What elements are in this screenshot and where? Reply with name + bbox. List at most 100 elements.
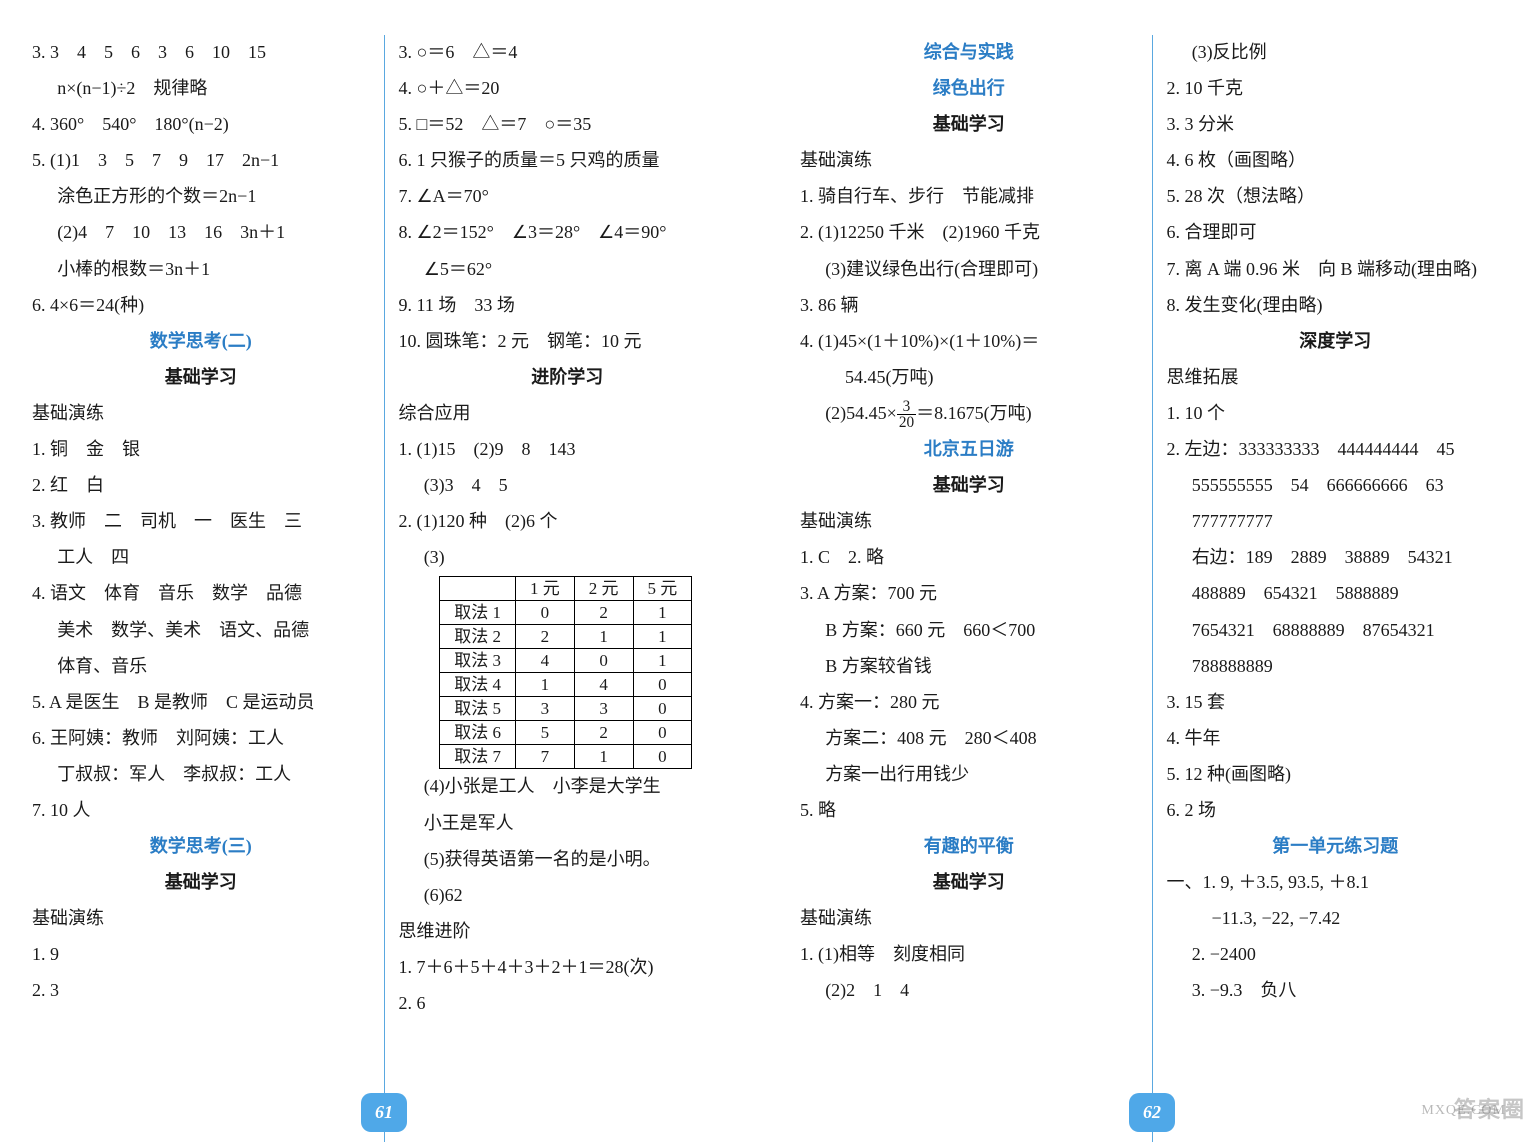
text-line: 4. 语文 体育 音乐 数学 品德	[32, 576, 370, 611]
table-row: 1 元 2 元 5 元	[440, 577, 692, 601]
text-span: (2)54.45×	[825, 403, 897, 423]
table-cell: 3	[574, 697, 633, 721]
text-line: 体育、音乐	[32, 649, 370, 684]
text-line: 4. (1)45×(1＋10%)×(1＋10%)＝	[800, 324, 1138, 359]
table-cell: 0	[633, 697, 692, 721]
table-cell: 5 元	[633, 577, 692, 601]
text-line: 5. 略	[800, 793, 1138, 828]
method-table: 1 元 2 元 5 元 取法 1021 取法 2211 取法 3401 取法 4…	[439, 576, 692, 769]
text-line: 方案二：408 元 280＜408	[800, 721, 1138, 756]
text-line: (4)小张是工人 小李是大学生	[399, 769, 737, 804]
column-divider	[384, 35, 385, 1142]
text-line: (3)3 4 5	[399, 468, 737, 503]
text-line: (2)4 7 10 13 16 3n＋1	[32, 215, 370, 250]
section-heading: 第一单元练习题	[1167, 829, 1505, 864]
table-cell: 取法 7	[440, 745, 516, 769]
section-heading: 绿色出行	[800, 71, 1138, 106]
text-line: 美术 数学、美术 语文、品德	[32, 613, 370, 648]
text-line: 54.45(万吨)	[800, 360, 1138, 395]
table-cell: 取法 4	[440, 673, 516, 697]
text-line: 1. 骑自行车、步行 节能减排	[800, 179, 1138, 214]
text-line: 2. 6	[399, 986, 737, 1021]
text-line: n×(n−1)÷2 规律略	[32, 71, 370, 106]
text-line: 2. (1)120 种 (2)6 个	[399, 504, 737, 539]
text-line: 8. ∠2＝152° ∠3＝28° ∠4＝90°	[399, 215, 737, 250]
text-line: 3. 教师 二 司机 一 医生 三	[32, 504, 370, 539]
text-line: (3)	[399, 540, 737, 575]
section-heading: 有趣的平衡	[800, 829, 1138, 864]
table-cell: 1	[516, 673, 575, 697]
subsection-heading: 基础演练	[800, 504, 1138, 539]
text-line: 2. 3	[32, 973, 370, 1008]
text-line: 右边：189 2889 38889 54321	[1167, 540, 1505, 575]
page-container: 3. 3 4 5 6 3 6 10 15 n×(n−1)÷2 规律略 4. 36…	[0, 0, 1536, 1142]
text-line: 1. 铜 金 银	[32, 432, 370, 467]
text-line: 10. 圆珠笔：2 元 钢笔：10 元	[399, 324, 737, 359]
section-heading: 数学思考(三)	[32, 829, 370, 864]
text-line: (3)反比例	[1167, 35, 1505, 70]
text-line: 488889 654321 5888889	[1167, 576, 1505, 611]
table-row: 取法 4140	[440, 673, 692, 697]
table-cell: 0	[633, 745, 692, 769]
table-cell: 4	[516, 649, 575, 673]
table-cell: 2	[516, 625, 575, 649]
text-line: 3. 3 4 5 6 3 6 10 15	[32, 35, 370, 70]
table-cell: 3	[516, 697, 575, 721]
subsection-heading: 深度学习	[1167, 324, 1505, 359]
text-line: (6)62	[399, 878, 737, 913]
page-number-right: 62	[1129, 1093, 1175, 1132]
text-line: 788888889	[1167, 649, 1505, 684]
subsection-heading: 基础学习	[800, 468, 1138, 503]
text-line: 5. □＝52 △＝7 ○＝35	[399, 107, 737, 142]
subsection-heading: 基础学习	[32, 865, 370, 900]
subsection-heading: 思维进阶	[399, 914, 737, 949]
subsection-heading: 基础学习	[800, 107, 1138, 142]
column-1: 3. 3 4 5 6 3 6 10 15 n×(n−1)÷2 规律略 4. 36…	[20, 35, 382, 1142]
text-line: (2)2 1 4	[800, 973, 1138, 1008]
text-line: 1. (1)相等 刻度相同	[800, 937, 1138, 972]
column-4: (3)反比例 2. 10 千克 3. 3 分米 4. 6 枚（画图略） 5. 2…	[1155, 35, 1517, 1142]
table-cell: 0	[633, 721, 692, 745]
text-line: 4. 牛年	[1167, 721, 1505, 756]
table-row: 取法 6520	[440, 721, 692, 745]
table-cell: 0	[516, 601, 575, 625]
subsection-heading: 基础演练	[800, 143, 1138, 178]
table-cell: 1	[633, 649, 692, 673]
table-row: 取法 5330	[440, 697, 692, 721]
section-heading: 综合与实践	[800, 35, 1138, 70]
text-line: 3. −9.3 负八	[1167, 973, 1505, 1008]
table-cell	[440, 577, 516, 601]
text-line: 2. 红 白	[32, 468, 370, 503]
text-line: ∠5＝62°	[399, 252, 737, 287]
table-cell: 取法 2	[440, 625, 516, 649]
text-line: 一、1. 9, ＋3.5, 93.5, ＋8.1	[1167, 865, 1505, 900]
text-line: B 方案：660 元 660＜700	[800, 613, 1138, 648]
table-cell: 取法 1	[440, 601, 516, 625]
text-line: 5. (1)1 3 5 7 9 17 2n−1	[32, 143, 370, 178]
table-row: 取法 7710	[440, 745, 692, 769]
table-cell: 取法 6	[440, 721, 516, 745]
subsection-heading: 基础学习	[800, 865, 1138, 900]
section-heading: 数学思考(二)	[32, 324, 370, 359]
text-line: 6. 2 场	[1167, 793, 1505, 828]
text-line: 7. 10 人	[32, 793, 370, 828]
table-cell: 7	[516, 745, 575, 769]
fraction: 320	[897, 399, 916, 431]
text-line: 小棒的根数＝3n＋1	[32, 252, 370, 287]
text-line: 5. 12 种(画图略)	[1167, 757, 1505, 792]
text-line: 555555555 54 666666666 63	[1167, 468, 1505, 503]
subsection-heading: 进阶学习	[399, 360, 737, 395]
text-line: 5. A 是医生 B 是教师 C 是运动员	[32, 685, 370, 720]
text-line: 3. 86 辆	[800, 288, 1138, 323]
text-line: (5)获得英语第一名的是小明。	[399, 842, 737, 877]
table-row: 取法 3401	[440, 649, 692, 673]
text-line: 7. 离 A 端 0.96 米 向 B 端移动(理由略)	[1167, 252, 1505, 287]
numerator: 3	[897, 399, 916, 415]
table-row: 取法 1021	[440, 601, 692, 625]
table-cell: 2 元	[574, 577, 633, 601]
table-cell: 1 元	[516, 577, 575, 601]
table-cell: 1	[633, 625, 692, 649]
column-2: 3. ○＝6 △＝4 4. ○＋△＝20 5. □＝52 △＝7 ○＝35 6.…	[387, 35, 749, 1142]
text-line: 1. 9	[32, 937, 370, 972]
subsection-heading: 综合应用	[399, 396, 737, 431]
